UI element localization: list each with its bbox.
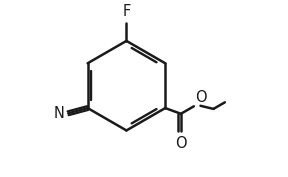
Text: O: O xyxy=(175,136,187,151)
Text: O: O xyxy=(195,90,206,105)
Text: F: F xyxy=(122,4,130,19)
Text: N: N xyxy=(54,106,65,121)
